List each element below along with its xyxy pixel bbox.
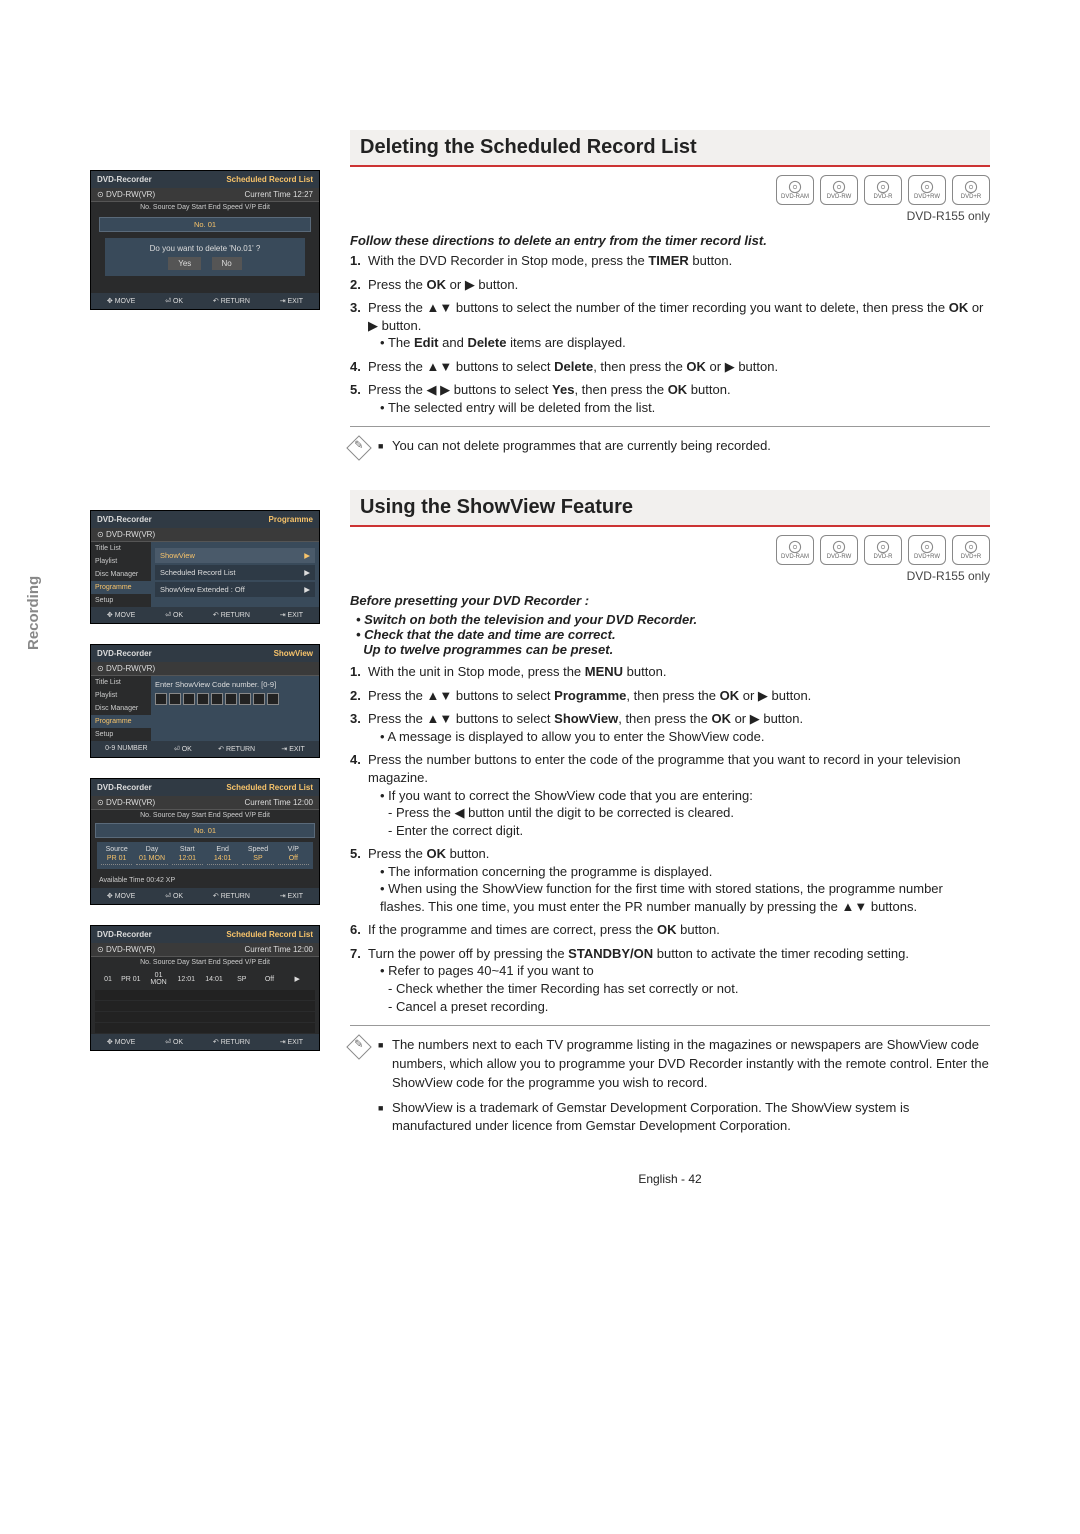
section2-title: Using the ShowView Feature — [350, 490, 990, 527]
note-icon — [346, 436, 371, 461]
section1-steps: With the DVD Recorder in Stop mode, pres… — [350, 252, 990, 416]
disc-icons-2: DVD-RAM DVD-RW DVD-R DVD+RW DVD+R — [350, 535, 990, 565]
osd-programme-menu: DVD-RecorderProgramme ⊙ DVD-RW(VR) Title… — [90, 510, 320, 624]
disc-icons-1: DVD-RAM DVD-RW DVD-R DVD+RW DVD+R — [350, 175, 990, 205]
section2-notes: The numbers next to each TV programme li… — [350, 1036, 990, 1142]
side-tab: Recording — [25, 576, 42, 650]
section1-title: Deleting the Scheduled Record List — [350, 130, 990, 167]
section2-lead: Before presetting your DVD Recorder : — [350, 593, 990, 608]
note-icon — [346, 1034, 371, 1059]
osd-schedule-edit: DVD-RecorderScheduled Record List ⊙ DVD-… — [90, 778, 320, 905]
osd-showview-entry: DVD-RecorderShowView ⊙ DVD-RW(VR) Title … — [90, 644, 320, 758]
osd-schedule-list: DVD-RecorderScheduled Record List ⊙ DVD-… — [90, 925, 320, 1051]
section1-note: You can not delete programmes that are c… — [350, 437, 990, 462]
model-note-2: DVD-R155 only — [350, 569, 990, 583]
model-note-1: DVD-R155 only — [350, 209, 990, 223]
section1-lead: Follow these directions to delete an ent… — [350, 233, 990, 248]
page-footer: English - 42 — [350, 1172, 990, 1186]
osd-delete-confirm: DVD-RecorderScheduled Record List ⊙ DVD-… — [90, 170, 320, 310]
section2-steps: With the unit in Stop mode, press the ME… — [350, 663, 990, 1015]
